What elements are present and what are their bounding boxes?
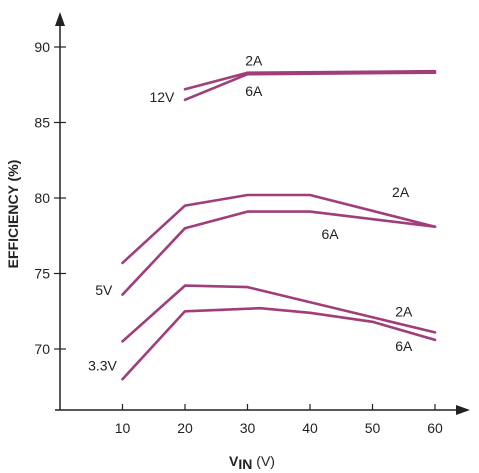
annotation-label: 12V [149,89,175,105]
chart-annotations: 2A 6A 12V 2A 6A 5V 2A 6A 3.3V [88,53,413,374]
annotation-label: 2A [392,184,410,200]
x-tick-label: 20 [177,420,193,436]
chart-series [121,69,437,381]
annotation-label: 3.3V [88,358,117,374]
y-tick-label: 75 [34,266,50,282]
x-axis-title-main: V [229,453,239,469]
series-line-3 [121,193,437,265]
x-axis-title-unit: (V) [252,453,275,469]
x-axis-title-sub: IN [238,456,252,472]
x-tick-label: 10 [115,420,131,436]
series-line-4 [121,210,437,296]
y-tick-label: 70 [34,341,50,357]
series-line-5 [121,284,437,343]
y-tick-label: 90 [34,39,50,55]
x-tick-label: 60 [427,420,443,436]
chart-ticks: 10 20 30 40 50 60 70 75 80 85 90 [34,39,443,436]
annotation-label: 2A [395,303,413,319]
y-axis-title: EFFICIENCY (%) [5,160,21,269]
x-tick-label: 30 [240,420,256,436]
annotation-label: 6A [245,83,263,99]
x-axis-title: VIN (V) [229,453,275,472]
series-line-6 [121,306,437,381]
y-tick-label: 85 [34,115,50,131]
series-line-1 [183,69,437,91]
annotation-label: 6A [321,226,339,242]
x-tick-label: 50 [365,420,381,436]
y-axis-arrow [55,12,65,26]
chart-axis-titles: EFFICIENCY (%) VIN (V) [5,160,275,472]
y-tick-label: 80 [34,190,50,206]
annotation-label: 2A [245,53,263,69]
annotation-label: 5V [95,282,113,298]
annotation-label: 6A [395,338,413,354]
x-axis-arrow [456,405,470,415]
x-tick-label: 40 [302,420,318,436]
series-line-2 [183,71,437,102]
